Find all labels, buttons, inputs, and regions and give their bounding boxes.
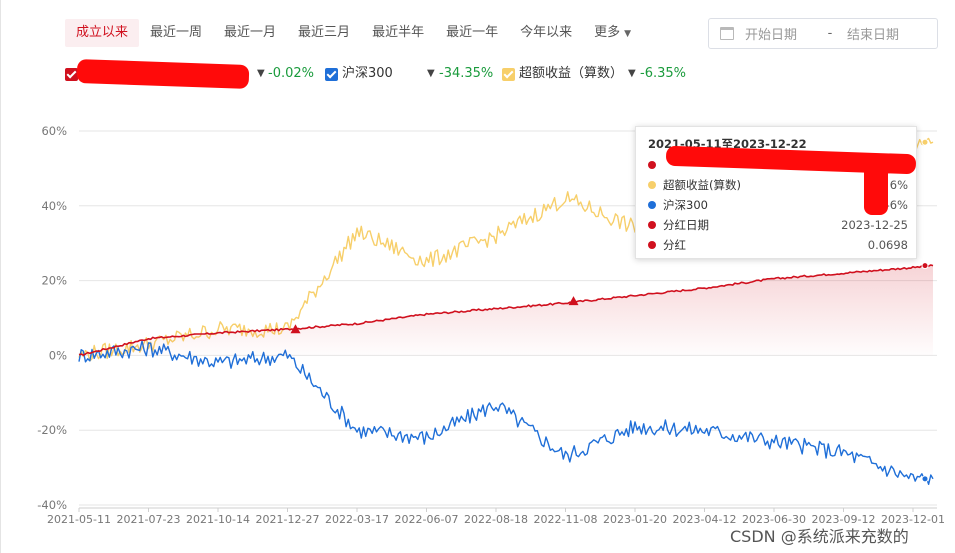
date-separator: - [827,26,833,41]
redaction-mark [864,155,888,215]
series-end-point [921,138,929,146]
x-tick-label: 2022-08-18 [464,513,528,526]
series-line-fund[interactable] [78,264,934,356]
watermark: CSDN @系统派来充数的 [730,527,909,546]
tab-last-three-months[interactable]: 最近三月 [298,25,351,40]
series-line-hs300[interactable] [78,340,934,485]
tooltip-label: 分红日期 [663,218,709,232]
calendar-icon [720,27,734,40]
tooltip-label: 超额收益(算数) [663,178,741,192]
period-tabs: 成立以来 最近一周 最近一月 最近三月 最近半年 最近一年 今年以来 更多 ▼ [65,19,642,47]
y-tick-label: 60% [41,124,67,138]
date-range-picker[interactable]: 开始日期 - 结束日期 [708,18,938,49]
tooltip-row-dividend-date: 分红日期 2023-12-25 [648,217,908,233]
legend-name-hs300: 沪深300 [342,66,393,81]
x-tick-label: 2023-06-30 [742,513,806,526]
tooltip-label: 分红 [663,238,686,252]
series-dot-icon [648,221,656,229]
y-tick-label: -40% [37,498,67,512]
tooltip-value: 0.0698 [867,238,908,252]
x-tick-label: 2023-12-01 [881,513,945,526]
x-tick-label: 2023-04-12 [673,513,737,526]
x-tick-label: 2022-03-17 [325,513,389,526]
tooltip-row-dividend: 分红 0.0698 [648,237,908,253]
legend-change-excess: -6.35% [640,66,686,81]
triangle-down-icon: ▼ [427,68,435,79]
checkbox-excess[interactable] [502,68,515,81]
y-tick-label: 20% [41,274,67,288]
legend-change-fund: -0.02% [268,66,314,81]
legend-name-excess: 超额收益（算数） [519,66,624,81]
tooltip-row-excess: 超额收益(算数) 6% [648,177,908,193]
legend-change-hs300: -34.35% [439,66,494,81]
series-dot-icon [648,201,656,209]
y-tick-label: -20% [37,423,67,437]
tab-year-to-date[interactable]: 今年以来 [520,25,573,40]
series-dot-icon [648,161,656,169]
checkbox-fund[interactable] [65,68,78,81]
x-tick-label: 2021-12-27 [256,513,320,526]
triangle-down-icon: ▼ [257,68,265,79]
chevron-down-icon: ▼ [624,29,632,39]
x-tick-label: 2021-10-14 [186,513,250,526]
x-tick-label: 2023-01-20 [603,513,667,526]
series-area-fund [79,265,933,356]
start-date-input[interactable]: 开始日期 [745,28,798,43]
tooltip-row-hs300: 沪深300 -6% [648,197,908,213]
series-dot-icon [648,181,656,189]
dividend-marker[interactable] [568,296,579,306]
dividend-marker[interactable] [290,324,301,334]
y-tick-label: 40% [41,199,67,213]
chart-tooltip: 2021-05-11至2023-12-22 7% 超额收益(算数) 6% 沪深3… [635,126,917,259]
tooltip-value: 6% [889,178,908,192]
tooltip-label: 沪深300 [663,198,708,212]
series-end-point [921,475,929,483]
y-tick-label: 0% [49,348,67,362]
x-tick-label: 2022-11-08 [534,513,598,526]
end-date-input[interactable]: 结束日期 [847,28,900,43]
x-tick-label: 2023-09-12 [812,513,876,526]
tab-since-inception[interactable]: 成立以来 [65,19,140,47]
tooltip-value: -6% [885,198,908,212]
x-tick-label: 2021-07-23 [117,513,181,526]
tab-last-half-year[interactable]: 最近半年 [372,25,425,40]
tab-last-week[interactable]: 最近一周 [150,25,203,40]
checkbox-hs300[interactable] [325,68,338,81]
tab-last-month[interactable]: 最近一月 [224,25,277,40]
tab-last-year[interactable]: 最近一年 [446,25,499,40]
tab-more[interactable]: 更多 ▼ [583,19,642,47]
tab-more-label: 更多 [594,25,621,40]
tooltip-value: 2023-12-25 [841,218,908,232]
series-end-point [921,262,929,270]
triangle-down-icon: ▼ [628,68,636,79]
x-tick-label: 2021-05-11 [47,513,111,526]
series-dot-icon [648,241,656,249]
x-tick-label: 2022-06-07 [395,513,459,526]
